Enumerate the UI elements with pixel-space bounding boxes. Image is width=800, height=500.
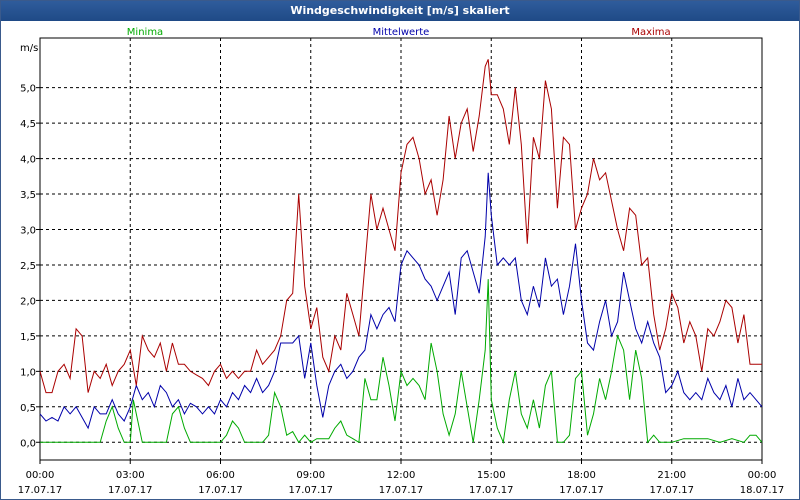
- x-tick-time-label: 12:00: [387, 470, 416, 481]
- series-line-mittelwerte: [39, 172, 763, 430]
- y-tick-label: 4,5: [20, 119, 36, 130]
- y-tick-label: 0,5: [20, 403, 36, 414]
- x-tick-date-label: 17.07.17: [469, 485, 514, 496]
- window-title: Windgeschwindigkeit [m/s] skaliert: [1, 1, 799, 21]
- y-axis-label: m/s: [20, 43, 38, 54]
- y-tick-label: 4,0: [20, 155, 36, 166]
- x-tick-date-label: 17.07.17: [649, 485, 694, 496]
- y-tick-label: 0,0: [20, 438, 36, 449]
- x-tick-date-label: 17.07.17: [198, 485, 243, 496]
- x-tick-date-label: 17.07.17: [18, 485, 63, 496]
- y-tick-label: 2,0: [20, 296, 36, 307]
- y-axis-ticks: 0,0 0,5 1,0 1,5 2,0 2,5 3,0 3,5 4,0 4,5 5,0: [20, 84, 40, 449]
- series-line-maxima: [39, 59, 762, 394]
- x-tick-date-label: 18.07.17: [740, 485, 785, 496]
- series-lines: [39, 59, 763, 445]
- x-tick-time-label: 15:00: [477, 470, 506, 481]
- y-tick-label: 3,5: [20, 190, 36, 201]
- x-tick-date-label: 17.07.17: [288, 485, 333, 496]
- x-tick-time-label: 21:00: [657, 470, 686, 481]
- x-tick-time-label: 00:00: [748, 470, 777, 481]
- x-tick-date-label: 17.07.17: [379, 485, 424, 496]
- x-tick-time-label: 09:00: [296, 470, 325, 481]
- series-line-minima: [40, 279, 763, 445]
- x-tick-time-label: 00:00: [26, 470, 55, 481]
- y-tick-label: 2,5: [20, 261, 36, 272]
- x-tick-time-label: 03:00: [116, 470, 145, 481]
- x-tick-time-label: 06:00: [206, 470, 235, 481]
- y-tick-label: 1,5: [20, 332, 36, 343]
- x-tick-date-label: 17.07.17: [559, 485, 604, 496]
- x-tick-date-label: 17.07.17: [108, 485, 153, 496]
- x-tick-time-label: 18:00: [567, 470, 596, 481]
- legend-maxima: Maxima: [631, 27, 670, 38]
- y-tick-label: 1,0: [20, 367, 36, 378]
- legend-mittelwerte: Mittelwerte: [373, 27, 430, 38]
- y-tick-label: 3,0: [20, 225, 36, 236]
- y-tick-label: 5,0: [20, 84, 36, 95]
- x-axis-ticks: 00:00 17.07.17 03:00 17.07.17 06:00 17.07.17 0…: [18, 460, 785, 496]
- legend-minima: Minima: [127, 27, 163, 38]
